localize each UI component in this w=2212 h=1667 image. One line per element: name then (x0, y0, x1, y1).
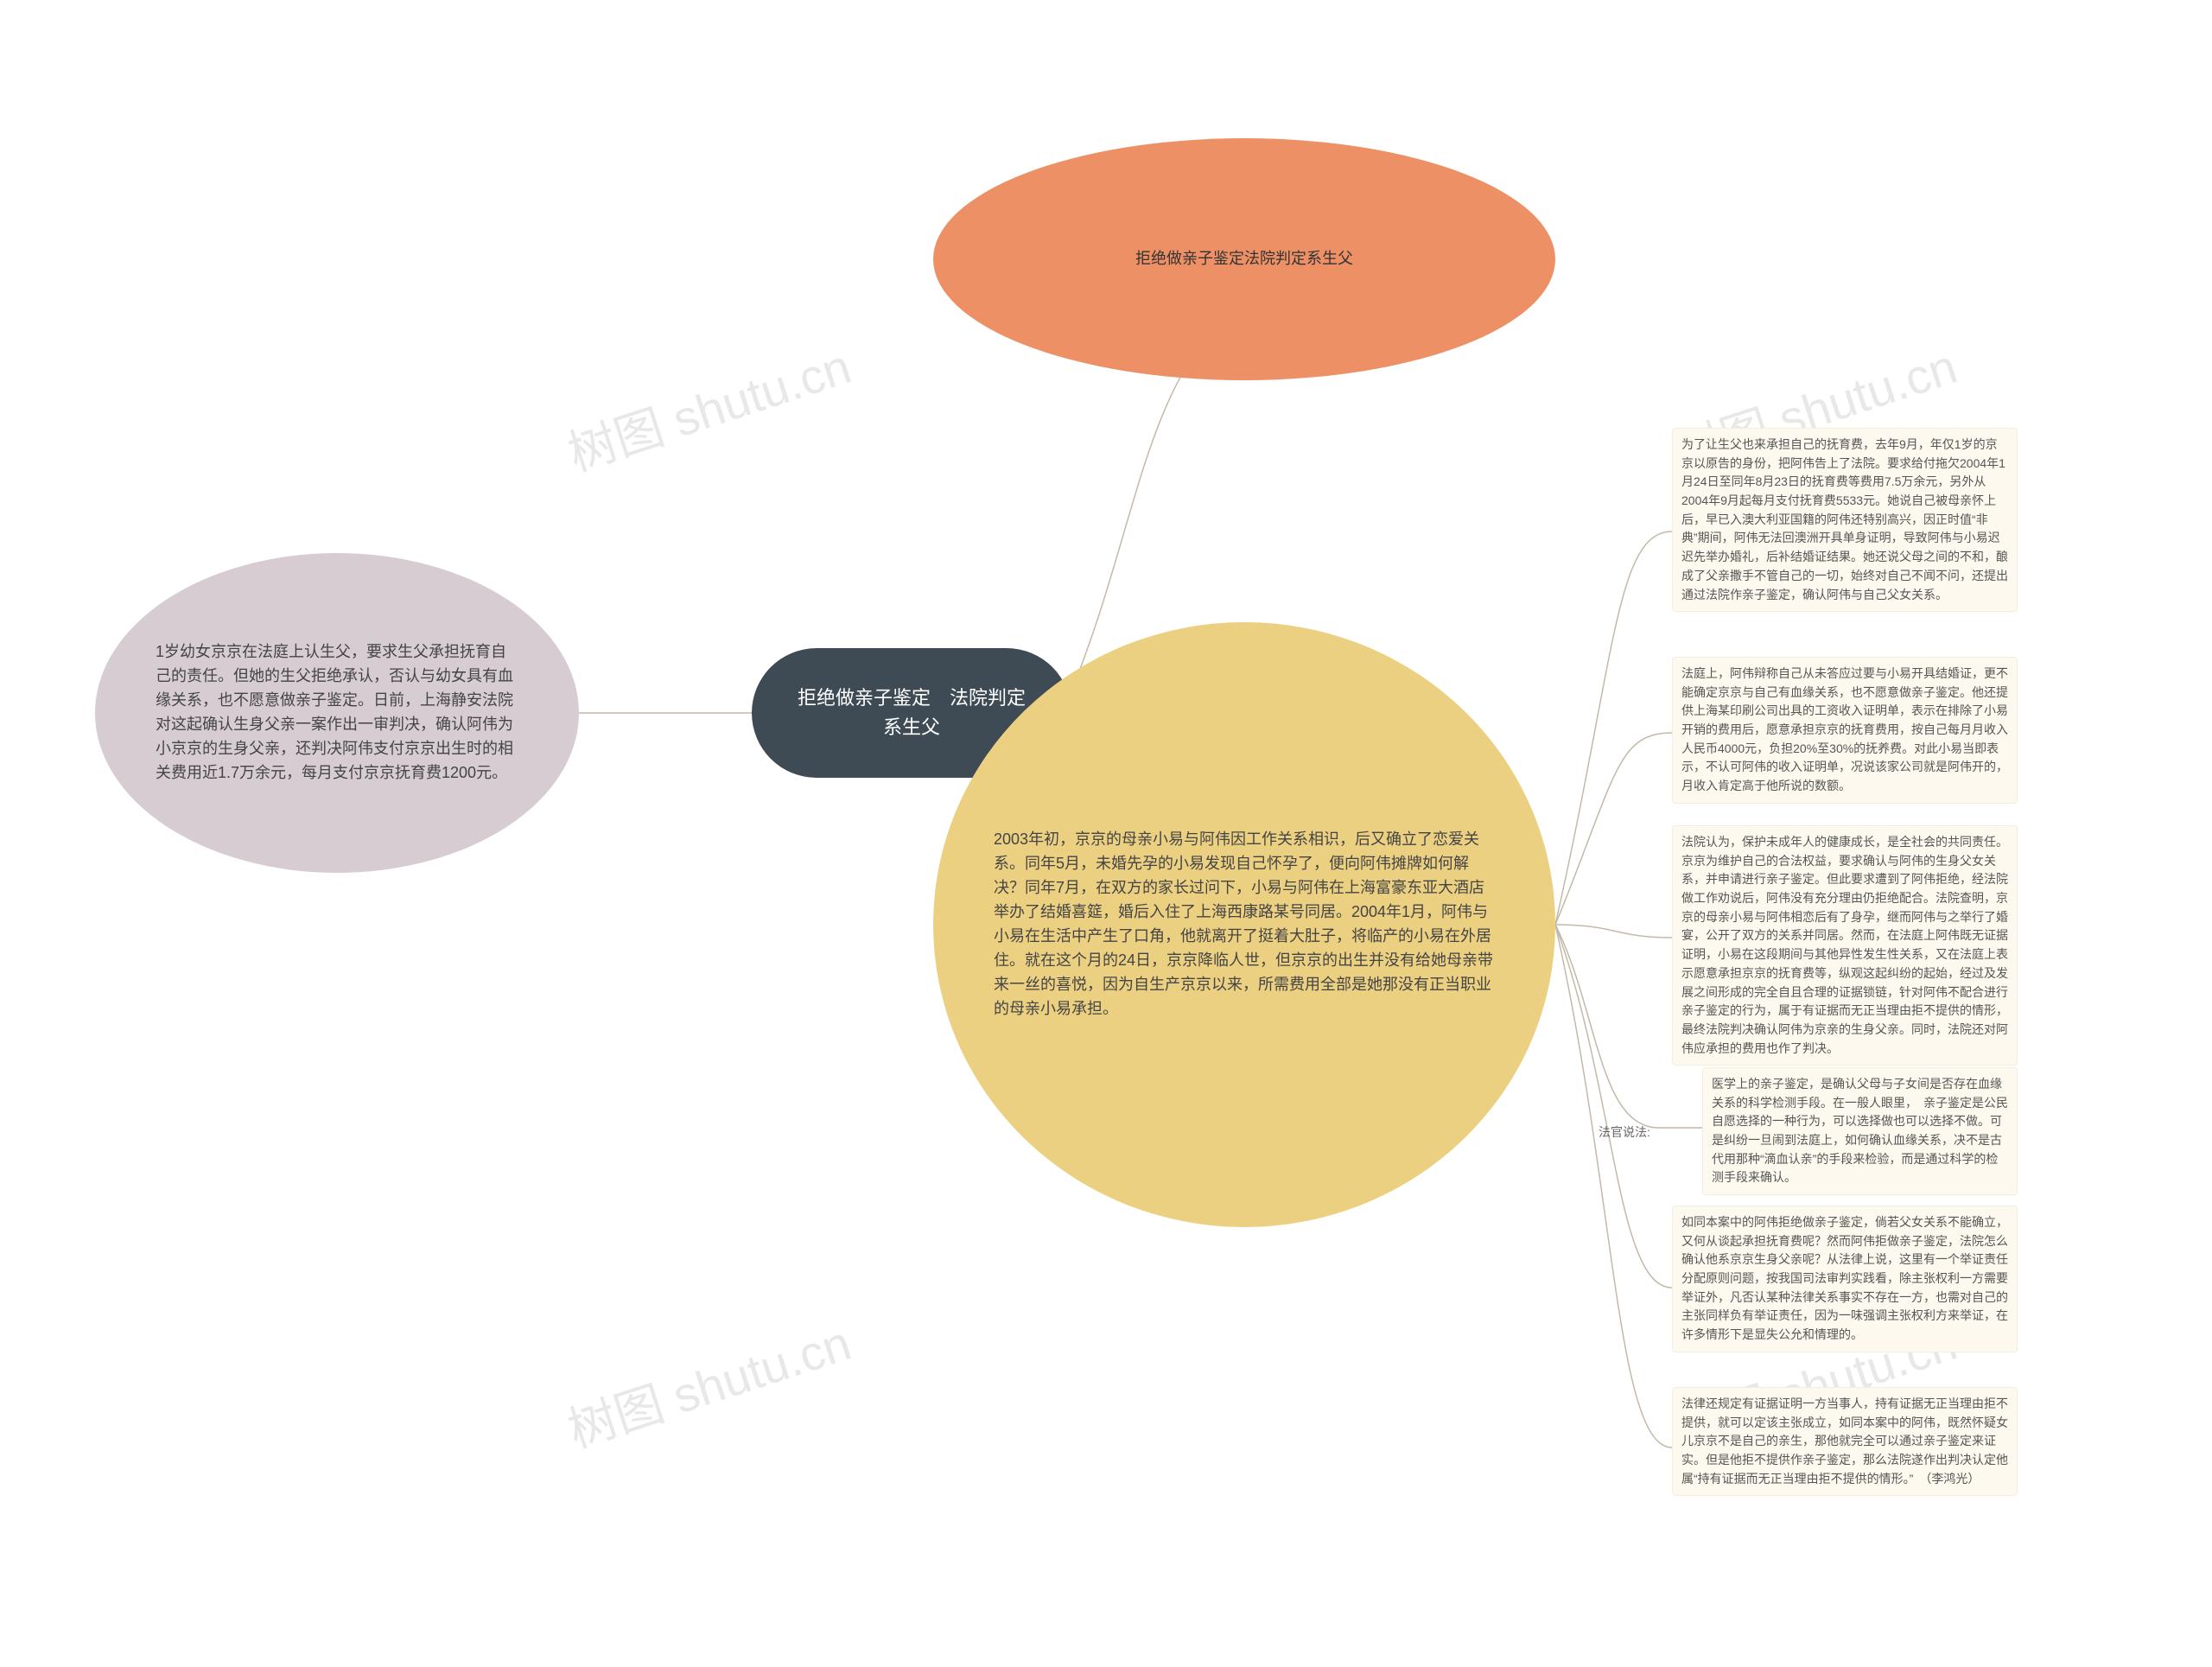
top-title-node: 拒绝做亲子鉴定法院判定系生父 (933, 138, 1555, 380)
root-label: 拒绝做亲子鉴定 法院判定系生父 (795, 684, 1028, 742)
leaf-text: 法院认为，保护未成年人的健康成长，是全社会的共同责任。京京为维护自己的合法权益，… (1681, 833, 2008, 1058)
watermark: 树图 shutu.cn (558, 328, 859, 486)
leaf-text: 为了让生父也来承担自己的抚育费，去年9月，年仅1岁的京京以原告的身份，把阿伟告上… (1681, 436, 2008, 604)
leaf-note: 法庭上，阿伟辩称自己从未答应过要与小易开具结婚证，更不能确定京京与自己有血缘关系… (1672, 657, 2018, 804)
leaf-text: 法庭上，阿伟辩称自己从未答应过要与小易开具结婚证，更不能确定京京与自己有血缘关系… (1681, 665, 2008, 796)
leaf-text: 医学上的亲子鉴定，是确认父母与子女间是否存在血缘关系的科学检测手段。在一般人眼里… (1712, 1075, 2008, 1187)
leaf-text: 法律还规定有证据证明一方当事人，持有证据无正当理由拒不提供，就可以定该主张成立，… (1681, 1395, 2008, 1488)
leaf-label: 法官说法: (1599, 1123, 1650, 1141)
top-title-text: 拒绝做亲子鉴定法院判定系生父 (994, 247, 1495, 271)
watermark: 树图 shutu.cn (558, 1305, 859, 1462)
leaf-text: 如同本案中的阿伟拒绝做亲子鉴定，倘若父女关系不能确立，又何从谈起承担抚育费呢？然… (1681, 1213, 2008, 1345)
left-summary-node: 1岁幼女京京在法庭上认生父，要求生父承担抚育自己的责任。但她的生父拒绝承认，否认… (95, 553, 579, 873)
main-story-node: 2003年初，京京的母亲小易与阿伟因工作关系相识，后又确立了恋爱关系。同年5月，… (933, 622, 1555, 1227)
leaf-note: 法院认为，保护未成年人的健康成长，是全社会的共同责任。京京为维护自己的合法权益，… (1672, 825, 2018, 1066)
leaf-note: 如同本案中的阿伟拒绝做亲子鉴定，倘若父女关系不能确立，又何从谈起承担抚育费呢？然… (1672, 1206, 2018, 1352)
leaf-note: 法律还规定有证据证明一方当事人，持有证据无正当理由拒不提供，就可以定该主张成立，… (1672, 1387, 2018, 1496)
leaf-note: 医学上的亲子鉴定，是确认父母与子女间是否存在血缘关系的科学检测手段。在一般人眼里… (1702, 1067, 2018, 1195)
leaf-note: 为了让生父也来承担自己的抚育费，去年9月，年仅1岁的京京以原告的身份，把阿伟告上… (1672, 428, 2018, 612)
main-story-text: 2003年初，京京的母亲小易与阿伟因工作关系相识，后又确立了恋爱关系。同年5月，… (994, 828, 1495, 1021)
left-summary-text: 1岁幼女京京在法庭上认生父，要求生父承担抚育自己的责任。但她的生父拒绝承认，否认… (156, 640, 518, 785)
